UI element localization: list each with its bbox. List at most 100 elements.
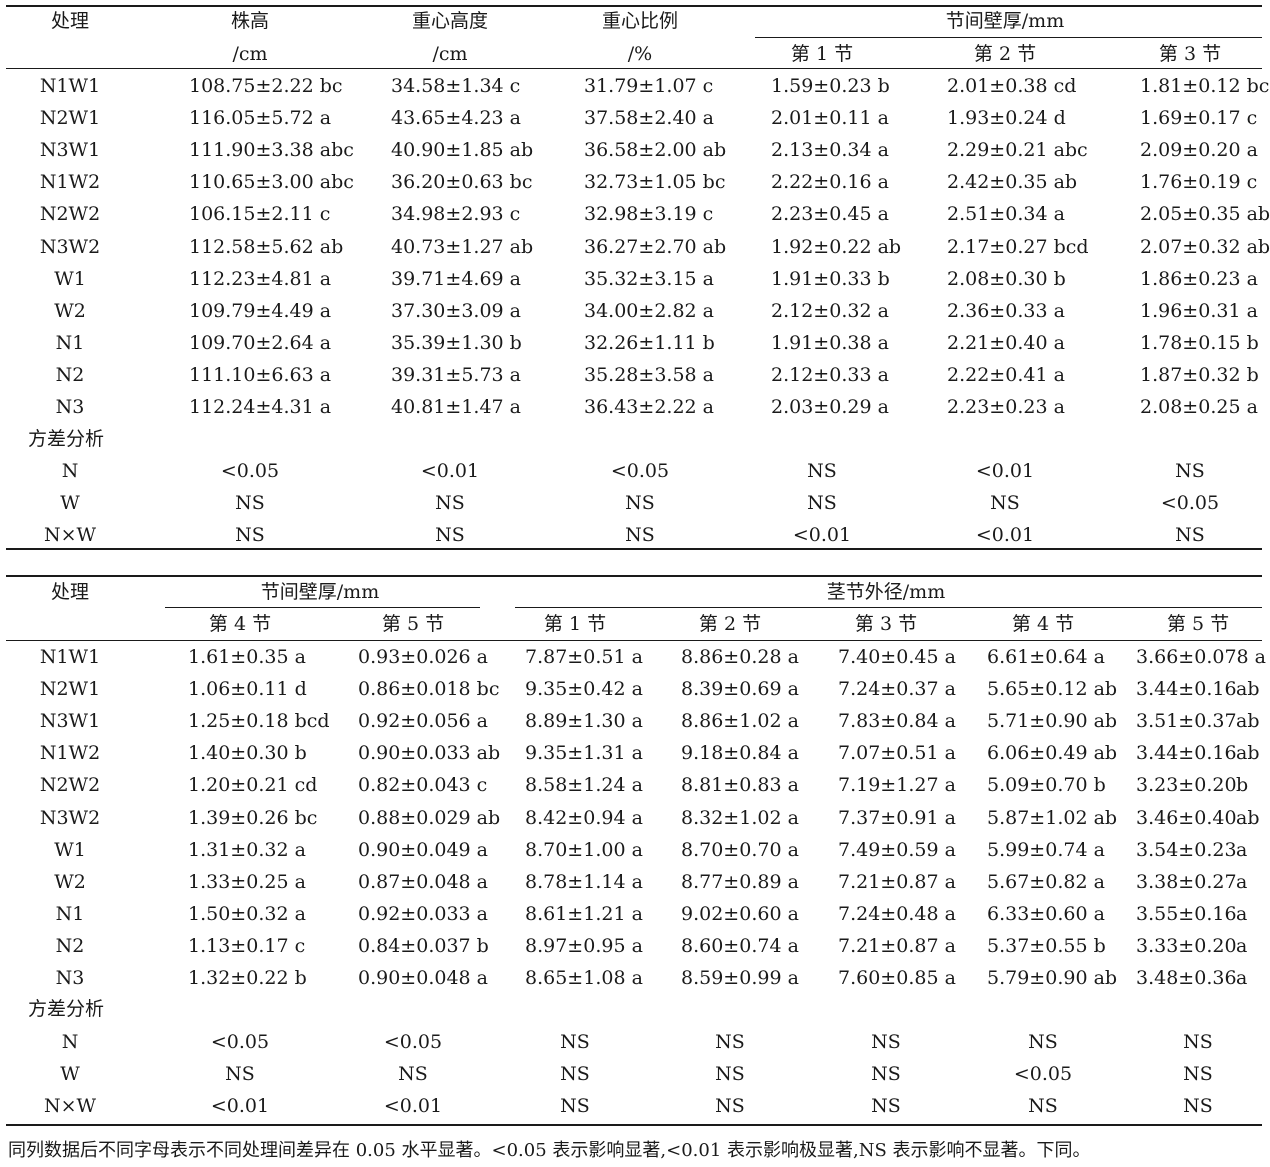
table1-cell: 34.98±2.93 c — [391, 203, 521, 225]
table1-cell: 39.31±5.73 a — [391, 364, 521, 386]
table1-row-label: N3 — [55, 396, 85, 418]
table1-anova-cell: <0.05 — [220, 460, 280, 482]
table1-wall-thickness-rule — [755, 37, 1262, 38]
table2-header-diameter-node-3: 第 3 节 — [854, 613, 918, 635]
table2-cell: 7.07±0.51 a — [838, 742, 956, 764]
table2-anova-cell: NS — [871, 1063, 901, 1085]
table2-header-diameter-node-4: 第 4 节 — [1011, 613, 1075, 635]
table2-row-label: N2W2 — [39, 774, 101, 796]
table2-cell: 8.81±0.83 a — [681, 774, 799, 796]
table1-cell: 1.86±0.23 a — [1140, 268, 1258, 290]
table2-cell: 3.54±0.23 — [1136, 839, 1237, 861]
table2-cell: 0.86±0.018 bc — [358, 678, 500, 700]
table1-anova-cell: NS — [435, 492, 465, 514]
table2-cell: 7.83±0.84 a — [838, 710, 956, 732]
table2-cell: 7.87±0.51 a — [525, 646, 643, 668]
table2-header-diameter-node-2: 第 2 节 — [698, 613, 762, 635]
table2-anova-cell: NS — [560, 1031, 590, 1053]
table1-cell: 2.09±0.20 a — [1140, 139, 1258, 161]
table2-anova-cell: <0.05 — [210, 1031, 270, 1053]
table2-cell: 9.35±1.31 a — [525, 742, 643, 764]
table2-cell: 8.60±0.74 a — [681, 935, 799, 957]
table2-anova-cell: NS — [1183, 1095, 1213, 1117]
table1-anova-factor: N — [61, 460, 79, 482]
table2-cell: a — [1236, 935, 1248, 957]
table2-cell: 8.65±1.08 a — [525, 967, 643, 989]
table2-cell: 7.49±0.59 a — [838, 839, 956, 861]
table1-cell: 1.91±0.33 b — [771, 268, 890, 290]
table1-cell: 110.65±3.00 abc — [189, 171, 354, 193]
table2-cell: 3.44±0.16 — [1136, 678, 1237, 700]
table2-cell: 3.33±0.20 — [1136, 935, 1237, 957]
table1-bottom-rule — [6, 548, 1262, 550]
table1-cell: 109.79±4.49 a — [189, 300, 332, 322]
table2-cell: 0.88±0.029 ab — [358, 807, 501, 829]
table2-anova-factor: N×W — [43, 1095, 97, 1117]
table2-cell: 9.02±0.60 a — [681, 903, 799, 925]
table1-header-cog-ratio-unit: /% — [627, 43, 653, 65]
table2-cell: 5.79±0.90 ab — [987, 967, 1118, 989]
table1-cell: 1.76±0.19 c — [1140, 171, 1258, 193]
table1-cell: 2.22±0.41 a — [947, 364, 1065, 386]
table2-anova-cell: NS — [715, 1063, 745, 1085]
table2-anova-cell: NS — [871, 1095, 901, 1117]
table1-anova-factor: W — [60, 492, 80, 514]
table2-cell: 0.82±0.043 c — [358, 774, 488, 796]
table1-cell: 111.10±6.63 a — [189, 364, 332, 386]
table1-anova-cell: NS — [625, 524, 655, 546]
table1-cell: 31.79±1.07 c — [584, 75, 714, 97]
table1-cell: 32.98±3.19 c — [584, 203, 714, 225]
table2-header-stem-diameter: 茎节外径/mm — [826, 581, 946, 603]
table2-bottom-rule — [6, 1124, 1262, 1126]
table1-cell: 2.23±0.23 a — [947, 396, 1065, 418]
table1-cell: 2.01±0.11 a — [771, 107, 889, 129]
table2-cell: 5.65±0.12 ab — [987, 678, 1118, 700]
table2-cell: 1.61±0.35 a — [188, 646, 306, 668]
table1-row-label: N3W2 — [39, 236, 101, 258]
table2-cell: 3.44±0.16 — [1136, 742, 1237, 764]
table1-anova-cell: NS — [435, 524, 465, 546]
table2-anova-cell: NS — [1183, 1031, 1213, 1053]
table1-header-plant-height: 株高 — [230, 10, 270, 32]
table2-anova-cell: NS — [1028, 1095, 1058, 1117]
table2-cell: a — [1236, 839, 1248, 861]
table1-cell: 36.20±0.63 bc — [391, 171, 533, 193]
table2-anova-cell: NS — [560, 1063, 590, 1085]
table2-cell: 7.21±0.87 a — [838, 935, 956, 957]
table2-cell: 3.51±0.37 — [1136, 710, 1237, 732]
table1-cell: 116.05±5.72 a — [189, 107, 332, 129]
table1-header-cog-height: 重心高度 — [411, 10, 489, 32]
table-footnote: 同列数据后不同字母表示不同处理间差异在 0.05 水平显著。<0.05 表示影响… — [8, 1140, 1091, 1161]
table1-cell: 2.08±0.25 a — [1140, 396, 1258, 418]
table1-cell: 2.12±0.33 a — [771, 364, 889, 386]
table2-cell: 7.19±1.27 a — [838, 774, 956, 796]
table2-cell: 0.93±0.026 a — [358, 646, 488, 668]
table1-row-label: N1 — [55, 332, 85, 354]
table2-cell: 8.77±0.89 a — [681, 871, 799, 893]
table2-header-treatment: 处理 — [50, 581, 90, 603]
table2-header-wall-node-5: 第 5 节 — [381, 613, 445, 635]
table1-anova-cell: <0.01 — [420, 460, 480, 482]
table1-cell: 36.43±2.22 a — [584, 396, 714, 418]
table2-cell: ab — [1236, 678, 1260, 700]
table1-header-treatment: 处理 — [50, 10, 90, 32]
table1-cell: 1.91±0.38 a — [771, 332, 889, 354]
table1-cell: 40.90±1.85 ab — [391, 139, 534, 161]
table2-cell: 5.37±0.55 b — [987, 935, 1106, 957]
table2-cell: 1.33±0.25 a — [188, 871, 306, 893]
table2-cell: 0.90±0.048 a — [358, 967, 488, 989]
table2-anova-cell: NS — [398, 1063, 428, 1085]
table2-row-label: N3W1 — [39, 710, 101, 732]
table1-cell: 2.01±0.38 cd — [947, 75, 1077, 97]
table2-anova-cell: <0.05 — [383, 1031, 443, 1053]
table2-cell: 8.59±0.99 a — [681, 967, 799, 989]
table2-cell: 0.84±0.037 b — [358, 935, 489, 957]
table1-cell: 2.05±0.35 ab — [1140, 203, 1270, 225]
table2-anova-cell: NS — [560, 1095, 590, 1117]
table2-cell: 8.97±0.95 a — [525, 935, 643, 957]
table2-cell: 6.61±0.64 a — [987, 646, 1105, 668]
table1-cell: 2.36±0.33 a — [947, 300, 1065, 322]
table1-cell: 37.30±3.09 a — [391, 300, 521, 322]
table1-cell: 2.42±0.35 ab — [947, 171, 1078, 193]
table2-row-label: N1 — [55, 903, 85, 925]
